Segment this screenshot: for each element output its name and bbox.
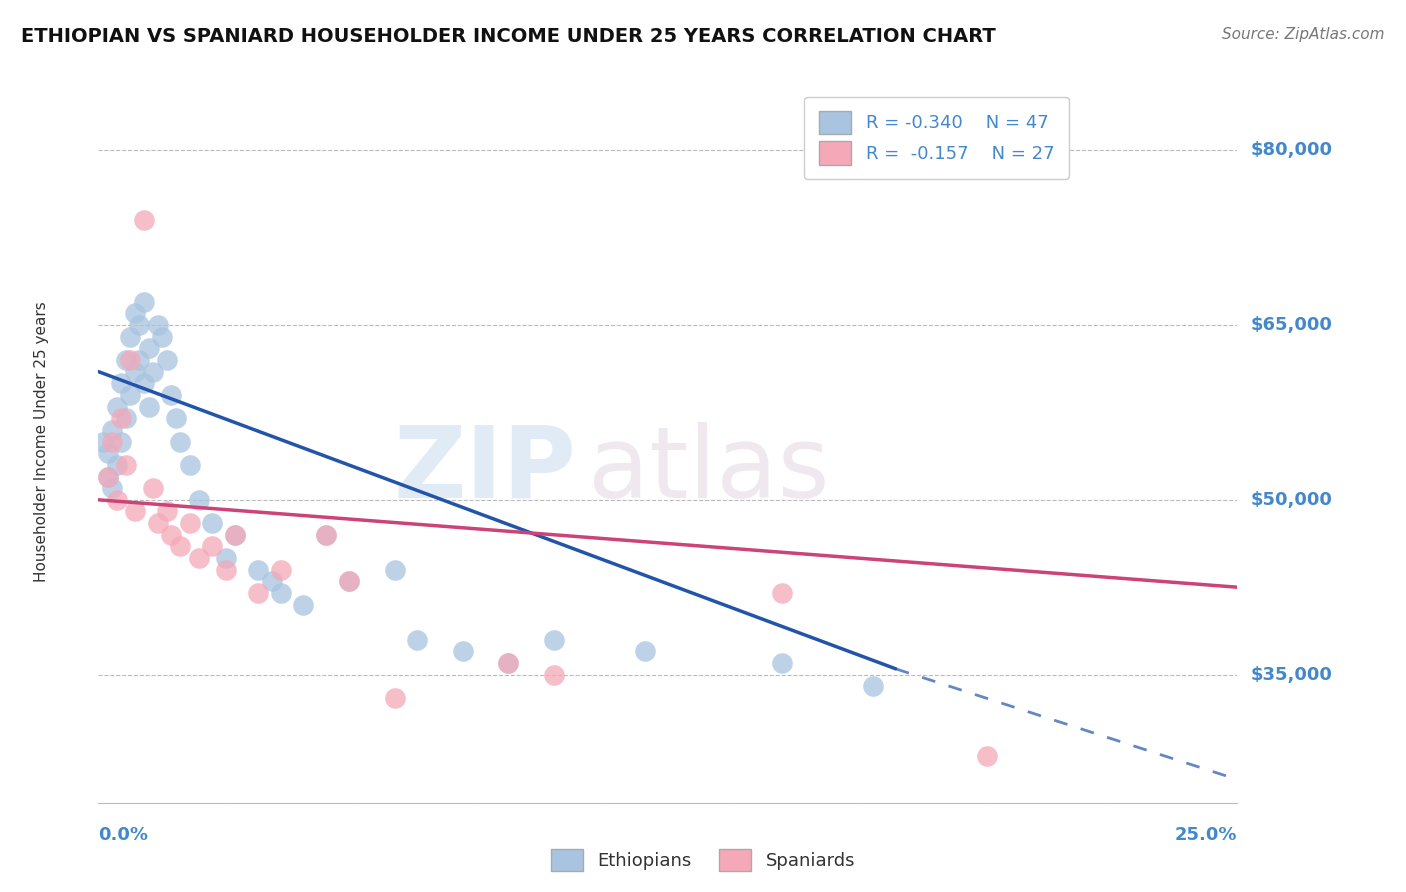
Point xyxy=(146,516,169,530)
Point xyxy=(101,481,124,495)
Point xyxy=(215,551,238,566)
Point xyxy=(105,492,128,507)
Text: 0.0%: 0.0% xyxy=(98,826,149,844)
Point xyxy=(451,644,474,658)
Point xyxy=(120,353,142,368)
Point xyxy=(124,504,146,518)
Text: $50,000: $50,000 xyxy=(1251,491,1333,508)
Point xyxy=(315,528,337,542)
Point xyxy=(132,376,155,391)
Point xyxy=(498,656,520,670)
Point xyxy=(315,528,337,542)
Text: $35,000: $35,000 xyxy=(1251,665,1333,683)
Point xyxy=(128,353,150,368)
Point xyxy=(128,318,150,332)
Text: atlas: atlas xyxy=(588,422,830,519)
Point xyxy=(114,411,136,425)
Point xyxy=(201,540,224,554)
Point xyxy=(96,469,118,483)
Text: 25.0%: 25.0% xyxy=(1175,826,1237,844)
Text: Source: ZipAtlas.com: Source: ZipAtlas.com xyxy=(1222,27,1385,42)
Point xyxy=(160,528,183,542)
Point xyxy=(187,551,209,566)
Point xyxy=(384,690,406,705)
Point xyxy=(132,294,155,309)
Point xyxy=(498,656,520,670)
Point xyxy=(120,388,142,402)
Text: $65,000: $65,000 xyxy=(1251,316,1333,334)
Point xyxy=(146,318,169,332)
Point xyxy=(138,400,160,414)
Point xyxy=(96,446,118,460)
Point xyxy=(120,329,142,343)
Point xyxy=(292,598,315,612)
Point xyxy=(105,400,128,414)
Point xyxy=(770,656,793,670)
Point xyxy=(169,434,191,449)
Legend: R = -0.340    N = 47, R =  -0.157    N = 27: R = -0.340 N = 47, R = -0.157 N = 27 xyxy=(804,96,1069,179)
Point xyxy=(101,434,124,449)
Text: Householder Income Under 25 years: Householder Income Under 25 years xyxy=(34,301,49,582)
Text: ZIP: ZIP xyxy=(394,422,576,519)
Point xyxy=(246,563,269,577)
Point xyxy=(110,434,132,449)
Text: ETHIOPIAN VS SPANIARD HOUSEHOLDER INCOME UNDER 25 YEARS CORRELATION CHART: ETHIOPIAN VS SPANIARD HOUSEHOLDER INCOME… xyxy=(21,27,995,45)
Point xyxy=(156,353,179,368)
Point xyxy=(179,516,201,530)
Point xyxy=(142,481,165,495)
Point xyxy=(270,563,292,577)
Point xyxy=(142,365,165,379)
Point xyxy=(246,586,269,600)
Point xyxy=(270,586,292,600)
Point xyxy=(156,504,179,518)
Point xyxy=(770,586,793,600)
Point xyxy=(543,667,565,681)
Point xyxy=(165,411,187,425)
Point xyxy=(124,365,146,379)
Point xyxy=(201,516,224,530)
Point xyxy=(634,644,657,658)
Point xyxy=(124,306,146,320)
Point xyxy=(215,563,238,577)
Point xyxy=(169,540,191,554)
Point xyxy=(91,434,114,449)
Point xyxy=(138,341,160,355)
Point xyxy=(384,563,406,577)
Point xyxy=(543,632,565,647)
Point xyxy=(337,574,360,589)
Point xyxy=(976,749,998,764)
Legend: Ethiopians, Spaniards: Ethiopians, Spaniards xyxy=(543,842,863,879)
Point xyxy=(105,458,128,472)
Point xyxy=(337,574,360,589)
Point xyxy=(224,528,246,542)
Point xyxy=(260,574,283,589)
Point xyxy=(110,411,132,425)
Point xyxy=(160,388,183,402)
Point xyxy=(224,528,246,542)
Point xyxy=(179,458,201,472)
Point xyxy=(110,376,132,391)
Point xyxy=(96,469,118,483)
Text: $80,000: $80,000 xyxy=(1251,141,1333,159)
Point xyxy=(862,679,884,693)
Point xyxy=(406,632,429,647)
Point xyxy=(132,213,155,227)
Point xyxy=(101,423,124,437)
Point xyxy=(114,353,136,368)
Point xyxy=(114,458,136,472)
Point xyxy=(150,329,173,343)
Point xyxy=(187,492,209,507)
